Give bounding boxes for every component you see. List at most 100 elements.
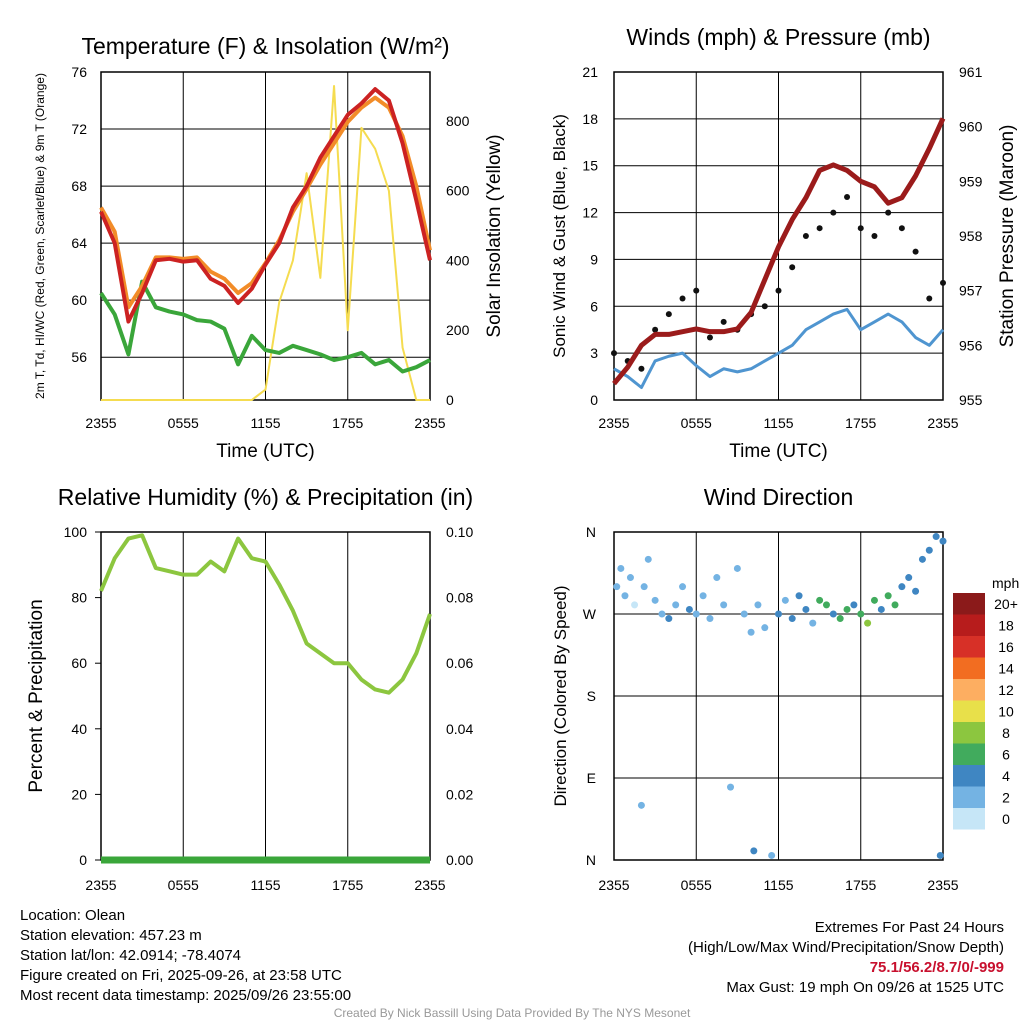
direction-point xyxy=(884,592,892,600)
legend-label: 10 xyxy=(998,704,1014,720)
y-right-tick-label: 0.00 xyxy=(446,852,473,868)
y-axis-label: 2m T, Td, HI/WC (Red, Green, Scarlet/Blu… xyxy=(33,73,47,399)
panel-2: Winds (mph) & Pressure (mb) 2355 0555 1155 1… xyxy=(550,24,1018,462)
y-tick-label: 100 xyxy=(64,524,88,540)
direction-point xyxy=(672,601,680,609)
y-right-tick-label: 0 xyxy=(446,392,454,408)
direction-point xyxy=(891,601,899,609)
direction-point xyxy=(613,583,621,591)
y-tick-label: 64 xyxy=(71,235,87,251)
gust-point xyxy=(679,295,686,302)
x-tick-label: 0555 xyxy=(681,415,712,431)
x-tick-label: 2355 xyxy=(927,415,958,431)
x-tick-label: 0555 xyxy=(168,415,199,431)
x-tick-label: 2355 xyxy=(927,877,958,893)
direction-point xyxy=(699,592,707,600)
direction-point xyxy=(685,605,693,613)
direction-point xyxy=(679,583,687,591)
direction-point xyxy=(936,851,944,859)
x-tick-label: 1755 xyxy=(332,877,363,893)
series-line-solar-insolation xyxy=(101,84,430,401)
gust-point xyxy=(898,225,905,232)
y-tick-label: 12 xyxy=(582,205,598,221)
extremes-values: 75.1/56.2/8.7/0/-999 xyxy=(869,959,1004,976)
legend-label: 6 xyxy=(1002,747,1010,763)
x-tick-label: 2355 xyxy=(598,877,629,893)
x-tick-label: 2355 xyxy=(598,415,629,431)
y-tick-label: E xyxy=(587,770,596,786)
y-right-tick-label: 0.10 xyxy=(446,524,473,540)
figure-created: Figure created on Fri, 2025-09-26, at 23… xyxy=(20,967,342,984)
direction-point xyxy=(640,583,648,591)
gust-point xyxy=(789,264,796,271)
direction-point xyxy=(912,587,920,595)
direction-point xyxy=(905,574,913,582)
legend-label: 14 xyxy=(998,661,1014,677)
legend-swatch xyxy=(953,679,985,701)
direction-point xyxy=(750,847,758,855)
x-tick-label: 1755 xyxy=(332,415,363,431)
legend-swatch xyxy=(953,765,985,787)
y-right-tick-label: 0.08 xyxy=(446,590,473,606)
direction-point xyxy=(637,801,645,809)
x-tick-label: 0555 xyxy=(168,877,199,893)
y-tick-label: 80 xyxy=(71,590,87,606)
direction-point xyxy=(768,851,776,859)
extremes-legend: (High/Low/Max Wind/Precipitation/Snow De… xyxy=(688,939,1004,956)
direction-point xyxy=(617,564,625,572)
y-right-tick-label: 400 xyxy=(446,252,470,268)
legend-swatch xyxy=(953,593,985,615)
series-line-relative-humidity xyxy=(99,533,432,695)
direction-point xyxy=(877,605,885,613)
direction-point xyxy=(870,596,878,604)
x-tick-label: 2355 xyxy=(414,877,445,893)
direction-point xyxy=(733,564,741,572)
direction-point xyxy=(788,615,796,623)
station-info: Location: Olean Station elevation: 457.2… xyxy=(20,906,351,1006)
y-right-tick-label: 0.04 xyxy=(446,721,473,737)
y-tick-label: 20 xyxy=(71,786,87,802)
panel-title: Temperature (F) & Insolation (W/m²) xyxy=(81,33,449,59)
legend-label: 4 xyxy=(1002,768,1010,784)
legend-title: mph xyxy=(992,575,1019,591)
gust-point xyxy=(652,326,659,333)
x-tick-label: 1155 xyxy=(763,415,793,431)
x-axis-label: Time (UTC) xyxy=(216,441,315,462)
direction-point xyxy=(816,596,824,604)
y-axis-label: Percent & Precipitation xyxy=(26,599,47,792)
direction-point xyxy=(802,605,810,613)
gust-point xyxy=(638,365,645,372)
y-right-tick-label: 960 xyxy=(959,119,983,135)
x-tick-label: 1755 xyxy=(845,877,876,893)
y-right-tick-label: 956 xyxy=(959,337,983,353)
direction-point xyxy=(754,601,762,609)
series-line-sonic-wind xyxy=(613,307,945,390)
y-tick-label: N xyxy=(586,524,596,540)
direction-point xyxy=(939,537,947,545)
direction-point xyxy=(809,619,817,627)
extremes-title: Extremes For Past 24 Hours xyxy=(814,919,1004,936)
y-tick-label: 72 xyxy=(71,121,87,137)
gust-point xyxy=(871,233,878,239)
legend-swatch xyxy=(953,614,985,636)
x-tick-label: 1155 xyxy=(763,877,793,893)
gust-point xyxy=(857,225,864,232)
direction-point xyxy=(925,546,933,554)
gust-point xyxy=(611,350,617,357)
direction-point xyxy=(843,605,851,613)
gust-point xyxy=(885,209,892,216)
legend-swatch xyxy=(953,743,985,765)
gust-point xyxy=(665,311,672,318)
y-axis-label: Sonic Wind & Gust (Blue, Black) xyxy=(550,114,569,358)
station-latlon: Station lat/lon: 42.0914; -78.4074 xyxy=(20,947,242,964)
station-location: Location: Olean xyxy=(20,907,126,924)
legend-label: 16 xyxy=(998,639,1014,655)
direction-point xyxy=(692,610,700,618)
y-right-tick-label: 957 xyxy=(959,283,983,299)
direction-point xyxy=(918,555,926,563)
x-tick-label: 2355 xyxy=(85,415,116,431)
y-axis-label: Direction (Colored By Speed) xyxy=(551,585,570,806)
y-right-tick-label: 600 xyxy=(446,183,470,199)
direction-point xyxy=(850,601,858,609)
